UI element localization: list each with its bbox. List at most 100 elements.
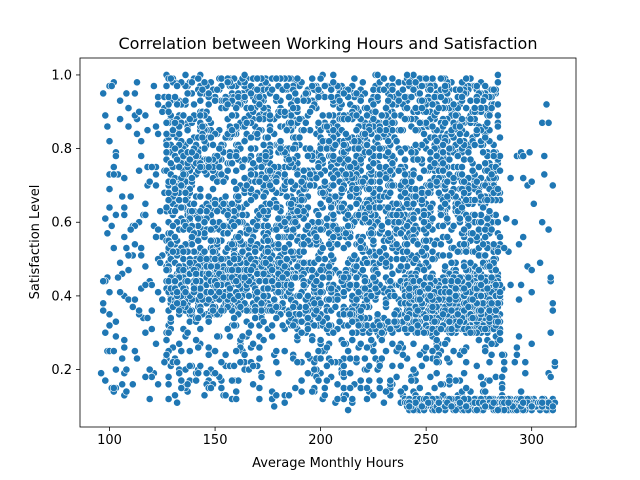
data-point [396, 262, 405, 271]
data-point [409, 170, 418, 179]
data-point [489, 240, 498, 249]
data-point [360, 129, 369, 138]
data-point [295, 115, 304, 123]
data-point [430, 317, 439, 326]
data-point [432, 137, 441, 146]
data-point [439, 159, 447, 168]
data-point [443, 354, 452, 363]
data-point [223, 100, 232, 109]
data-point [247, 89, 255, 98]
data-point [388, 339, 397, 348]
data-point [303, 350, 312, 359]
data-point [251, 306, 260, 315]
data-point [230, 314, 238, 322]
data-point [164, 188, 173, 197]
data-point [171, 185, 179, 193]
data-point [422, 314, 430, 322]
data-point [460, 240, 468, 249]
data-point [479, 203, 487, 212]
data-point [223, 229, 232, 238]
data-point [162, 203, 171, 212]
data-point [213, 207, 222, 216]
data-point [310, 365, 319, 374]
data-point [247, 196, 255, 204]
data-point [329, 78, 338, 87]
data-point [187, 78, 196, 87]
data-point [470, 210, 479, 219]
data-point [154, 100, 162, 109]
data-point [496, 288, 504, 297]
data-point [120, 174, 129, 182]
data-point [228, 376, 236, 385]
data-point [436, 240, 445, 249]
data-point [462, 402, 471, 411]
data-point [280, 218, 289, 227]
data-point [228, 159, 236, 168]
data-point [116, 288, 124, 297]
data-point [232, 104, 241, 112]
data-point [263, 133, 272, 142]
data-point [213, 332, 222, 341]
data-point [386, 188, 395, 197]
data-point [483, 214, 492, 223]
data-point [274, 214, 283, 223]
data-point [253, 129, 262, 138]
data-point [411, 140, 420, 149]
data-point [141, 262, 150, 271]
data-point [238, 247, 247, 256]
data-point [369, 115, 378, 123]
data-point [479, 240, 487, 249]
data-point [171, 93, 179, 101]
data-point [181, 188, 190, 197]
data-point [398, 255, 407, 263]
data-point [411, 78, 420, 87]
data-point [377, 328, 386, 337]
data-point [441, 339, 449, 348]
data-point [303, 291, 312, 300]
data-point [168, 177, 177, 186]
data-point [375, 384, 384, 392]
data-point [436, 210, 445, 219]
data-point [493, 100, 502, 109]
data-point [234, 233, 243, 241]
data-point [390, 317, 399, 326]
data-point [137, 152, 146, 160]
data-point [259, 269, 268, 278]
data-point [228, 126, 236, 135]
data-point [348, 328, 357, 337]
data-point [352, 295, 361, 304]
data-point [481, 387, 490, 396]
data-point [105, 310, 114, 319]
data-point [498, 372, 506, 381]
data-point [487, 299, 496, 308]
data-point [171, 277, 179, 286]
data-point [325, 196, 333, 204]
data-point [491, 280, 500, 289]
data-point [322, 214, 331, 223]
data-point [382, 258, 390, 267]
data-point [415, 384, 424, 392]
data-point [386, 325, 395, 333]
data-point [175, 196, 184, 204]
data-point [101, 376, 110, 385]
data-point [341, 129, 350, 138]
data-point [481, 251, 490, 260]
data-point [238, 163, 247, 171]
data-point [451, 291, 460, 300]
data-point [297, 328, 306, 337]
data-point [99, 299, 108, 308]
data-point [430, 159, 439, 168]
data-point [417, 361, 426, 370]
data-point [386, 376, 395, 385]
data-point [141, 111, 150, 120]
data-point [175, 306, 184, 315]
data-point [213, 85, 222, 94]
data-point [259, 192, 268, 201]
data-point [396, 361, 405, 370]
data-point [105, 185, 114, 193]
data-point [299, 280, 308, 289]
data-point [274, 369, 283, 378]
data-point [282, 126, 291, 135]
data-point [398, 85, 407, 94]
data-point [206, 262, 215, 271]
